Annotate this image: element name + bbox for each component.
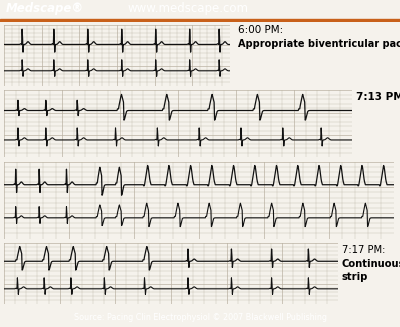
Text: 6:00 PM:: 6:00 PM: — [238, 25, 283, 35]
Text: strip: strip — [342, 272, 368, 282]
Text: Continuous: Continuous — [342, 259, 400, 269]
Text: Appropriate biventricular pacing: Appropriate biventricular pacing — [238, 39, 400, 49]
Text: Source: Pacing Clin Electrophysiol © 2007 Blackwell Publishing: Source: Pacing Clin Electrophysiol © 200… — [74, 313, 326, 321]
Bar — [0, 19, 400, 22]
Text: www.medscape.com: www.medscape.com — [128, 2, 248, 15]
Text: 7:13 PM: 7:13 PM — [356, 92, 400, 102]
Text: 7:17 PM:: 7:17 PM: — [342, 245, 385, 254]
Text: Medscape®: Medscape® — [6, 2, 84, 15]
